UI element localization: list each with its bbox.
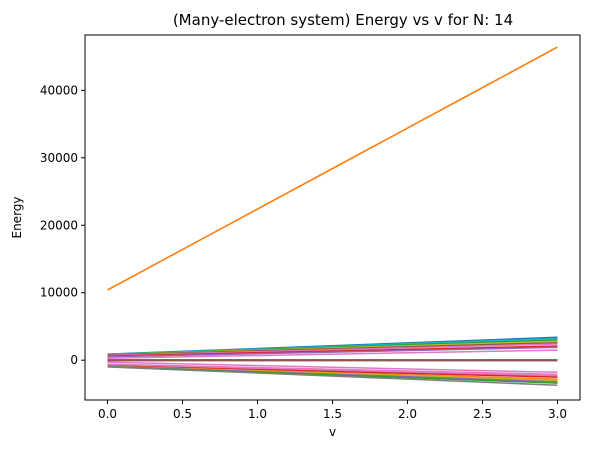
y-tick-label: 20000 (40, 218, 78, 232)
series-line-0 (107, 46, 558, 291)
x-tick-label: 2.0 (398, 407, 417, 421)
x-axis-label: v (329, 425, 336, 439)
series-line-15 (107, 361, 558, 374)
x-tick-label: 0.5 (173, 407, 192, 421)
series-line-9 (107, 349, 558, 359)
series-layer (107, 46, 558, 386)
series-line-16 (107, 363, 558, 376)
y-axis-label: Energy (10, 196, 24, 238)
series-line-6 (107, 343, 558, 357)
y-axis-ticks: 0 10000 20000 30000 40000 (40, 83, 85, 367)
x-axis-ticks: 0.0 0.5 1.0 1.5 2.0 2.5 3.0 (98, 400, 567, 421)
series-line-23 (107, 366, 558, 386)
x-tick-label: 0.0 (98, 407, 117, 421)
chart-title: (Many-electron system) Energy vs v for N… (173, 11, 513, 29)
plot-frame (84, 34, 581, 401)
x-tick-label: 2.5 (473, 407, 492, 421)
y-tick-label: 0 (70, 353, 78, 367)
y-tick-label: 30000 (40, 151, 78, 165)
x-tick-label: 3.0 (548, 407, 567, 421)
y-tick-label: 40000 (40, 83, 78, 97)
series-line-7 (107, 345, 558, 357)
y-tick-label: 10000 (40, 286, 78, 300)
series-line-8 (107, 346, 558, 358)
x-tick-label: 1.5 (323, 407, 342, 421)
x-tick-label: 1.0 (248, 407, 267, 421)
